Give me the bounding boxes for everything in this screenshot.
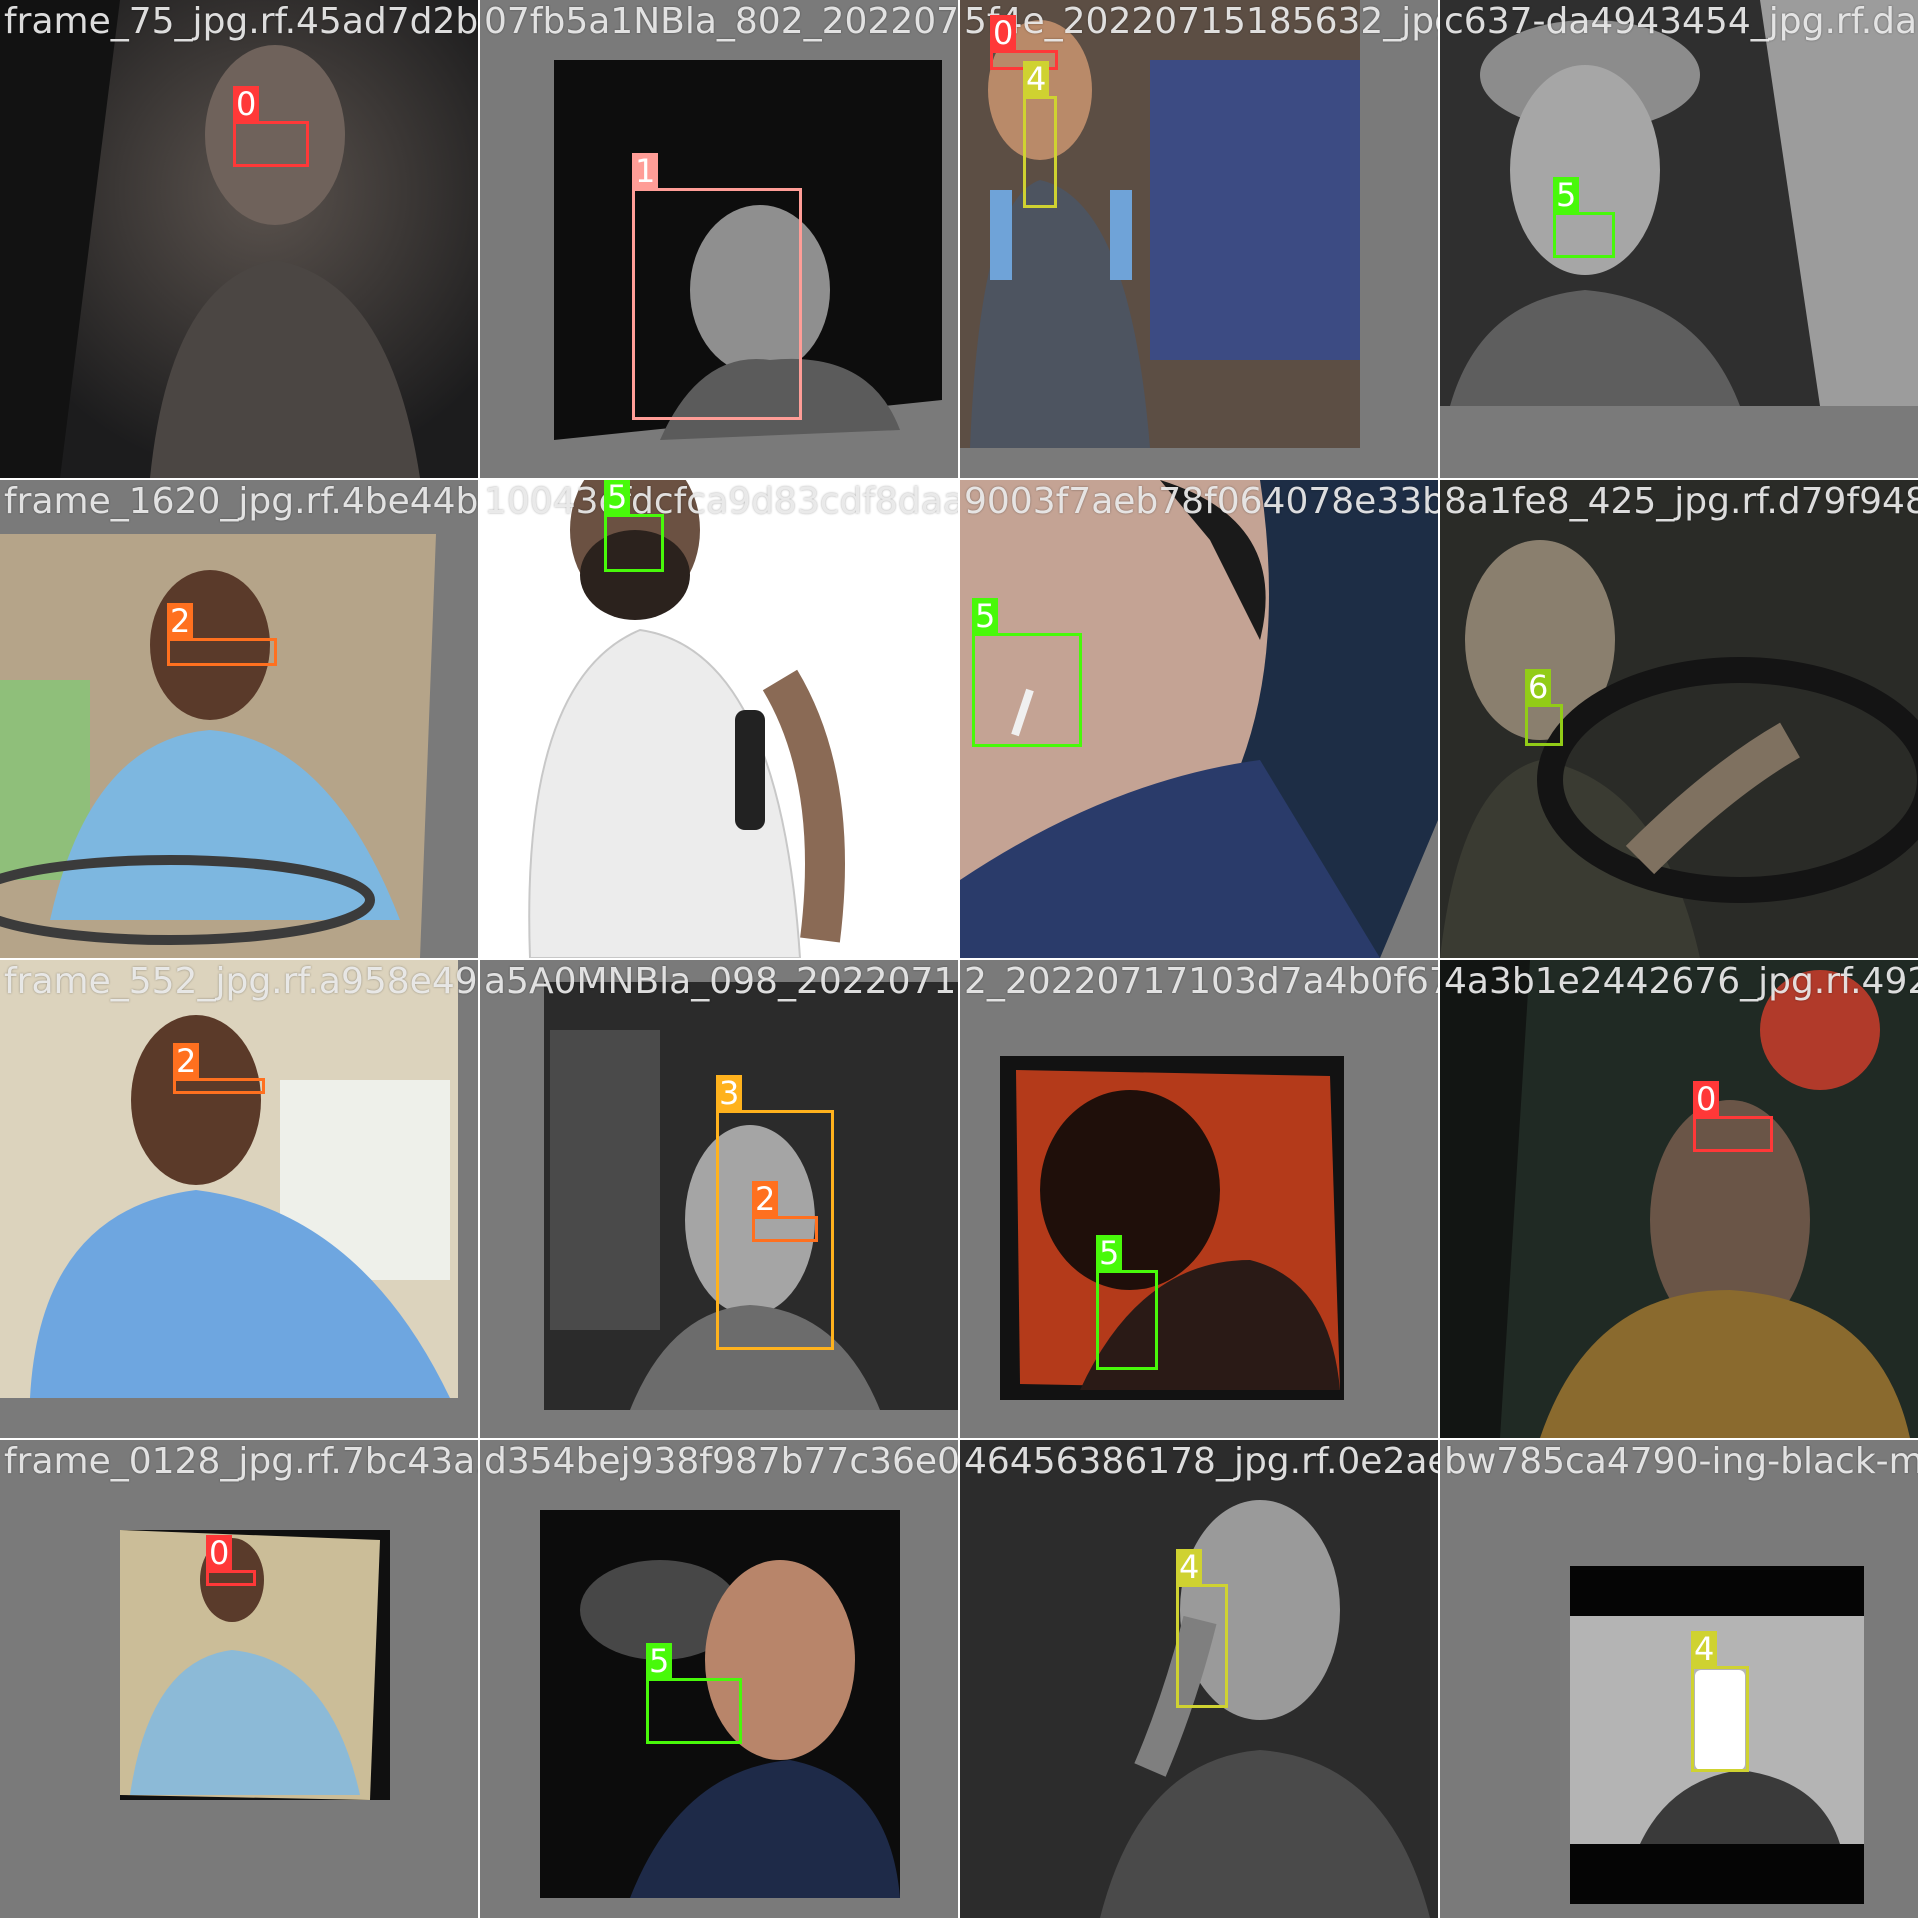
tile-filename: frame_0128_jpg.rf.7bc43a59036 [4, 1441, 478, 1482]
tile-1: frame_75_jpg.rf.45ad7d2b10725c2NBla8e2a … [0, 0, 478, 478]
class-label: 0 [233, 86, 260, 122]
class-label: 0 [1693, 1081, 1720, 1117]
tile-filename: frame_552_jpg.rf.a958e491a95 [4, 961, 478, 1002]
red-light-smoker-scene [960, 960, 1438, 1438]
class-label: 5 [1553, 177, 1580, 213]
tile-filename: 46456386178_jpg.rf.0e2aeca [964, 1441, 1438, 1482]
tile-filename: 10043cfdcfca9d83cdf8daadcf [484, 481, 958, 522]
class-label: 4 [1023, 61, 1050, 97]
tile-7: 9003f7aeb78f064078e33b6b8 5 [960, 480, 1438, 958]
studio-smoker-scene [480, 1440, 958, 1918]
detection-box: 5 [1096, 1235, 1158, 1370]
class-label: 5 [972, 598, 999, 634]
tile-4: c637-da4943454_jpg.rf.da38a1 5 [1440, 0, 1918, 478]
tile-filename: 07fb5a1NBla_802_20220715185422_202207151… [484, 1, 958, 42]
class-label: 6 [1525, 669, 1552, 705]
class-label: 2 [173, 1043, 200, 1079]
detection-box: 4 [1023, 61, 1057, 208]
tile-9: frame_552_jpg.rf.a958e491a95 2 [0, 960, 478, 1438]
detection-box: 3 [716, 1075, 834, 1350]
tile-filename: 9003f7aeb78f064078e33b6b8 [964, 481, 1438, 522]
class-label: 0 [990, 15, 1017, 51]
smoker-closeup-scene [960, 480, 1438, 958]
tile-16: bw785ca4790-ing-black-mob 4 [1440, 1440, 1918, 1918]
car-driver-scene [1440, 480, 1918, 958]
tile-filename: 4a3b1e2442676_jpg.rf.492b5095 [1444, 961, 1918, 1002]
detection-box: 0 [1693, 1081, 1773, 1152]
tile-filename: frame_1620_jpg.rf.4be44b81006d [4, 481, 478, 522]
detection-box: 1 [632, 153, 802, 420]
class-label: 5 [646, 1643, 673, 1679]
detection-box: 5 [604, 480, 664, 572]
tile-filename: a5A0MNBla_098_20220717104015 [484, 961, 958, 1002]
class-label: 5 [1096, 1235, 1123, 1271]
detection-box: 6 [1525, 669, 1563, 746]
detection-box: 2 [752, 1181, 818, 1242]
tile-filename: d354bej938f987b77c36e01d546 [484, 1441, 958, 1482]
class-label: 5 [604, 480, 631, 515]
detection-box: 0 [233, 86, 309, 167]
detection-box: 4 [1691, 1631, 1749, 1772]
tile-13: frame_0128_jpg.rf.7bc43a59036 0 [0, 1440, 478, 1918]
car-interior-scene [0, 0, 478, 478]
detection-box: 5 [646, 1643, 742, 1744]
bus-driver-front-scene [0, 960, 478, 1438]
tile-10: a5A0MNBla_098_20220717104015 3 2 [480, 960, 958, 1438]
tile-12: 4a3b1e2442676_jpg.rf.492b5095 0 [1440, 960, 1918, 1438]
detection-box: 5 [1553, 177, 1615, 258]
bus-seats-scene [960, 0, 1438, 478]
detection-box: 5 [972, 598, 1082, 747]
tile-filename: c637-da4943454_jpg.rf.da38a1 [1444, 1, 1918, 42]
phone-in-hands-scene [1440, 1440, 1918, 1918]
night-passenger-scene [1440, 960, 1918, 1438]
tile-11: 2_20220717103d7a4b0f678f91b4 5 [960, 960, 1438, 1438]
phone-call-driver-scene [960, 1440, 1438, 1918]
tile-14: d354bej938f987b77c36e01d546 5 [480, 1440, 958, 1918]
tile-8: 8a1fe8_425_jpg.rf.d79f948e3 6 [1440, 480, 1918, 958]
tile-5: frame_1620_jpg.rf.4be44b81006d 2 [0, 480, 478, 958]
tile-3: 5f4e_20220715185632_jpg.rf.38633bfc6c637… [960, 0, 1438, 478]
class-label: 4 [1691, 1631, 1718, 1667]
tile-filename: 8a1fe8_425_jpg.rf.d79f948e3 [1444, 481, 1918, 522]
detection-box: 0 [206, 1535, 256, 1586]
tile-filename: 2_20220717103d7a4b0f678f91b4 [964, 961, 1438, 1002]
tile-filename: bw785ca4790-ing-black-mob [1444, 1441, 1918, 1482]
class-label: 2 [752, 1181, 779, 1217]
class-label: 4 [1176, 1549, 1203, 1585]
detection-box: 2 [173, 1043, 265, 1094]
tile-filename: frame_75_jpg.rf.45ad7d2b10725c2NBla8e2a [4, 1, 478, 42]
detection-box: 4 [1176, 1549, 1228, 1708]
class-label: 1 [632, 153, 659, 189]
class-label: 0 [206, 1535, 233, 1571]
tile-15: 46456386178_jpg.rf.0e2aeca 4 [960, 1440, 1438, 1918]
tile-6: 10043cfdcfca9d83cdf8daadcf 5 [480, 480, 958, 958]
tile-2: 07fb5a1NBla_802_20220715185422_202207151… [480, 0, 958, 478]
class-label: 3 [716, 1075, 743, 1111]
tile-filename: 5f4e_20220715185632_jpg.rf.38633bfc6c637… [964, 1, 1438, 42]
detection-box: 2 [167, 603, 277, 666]
bus-driver-scene [0, 480, 478, 958]
grayscale-driver-scene [1440, 0, 1918, 478]
small-bus-driver-scene [0, 1440, 478, 1918]
tank-top-man-scene [480, 480, 958, 958]
class-label: 2 [167, 603, 194, 639]
